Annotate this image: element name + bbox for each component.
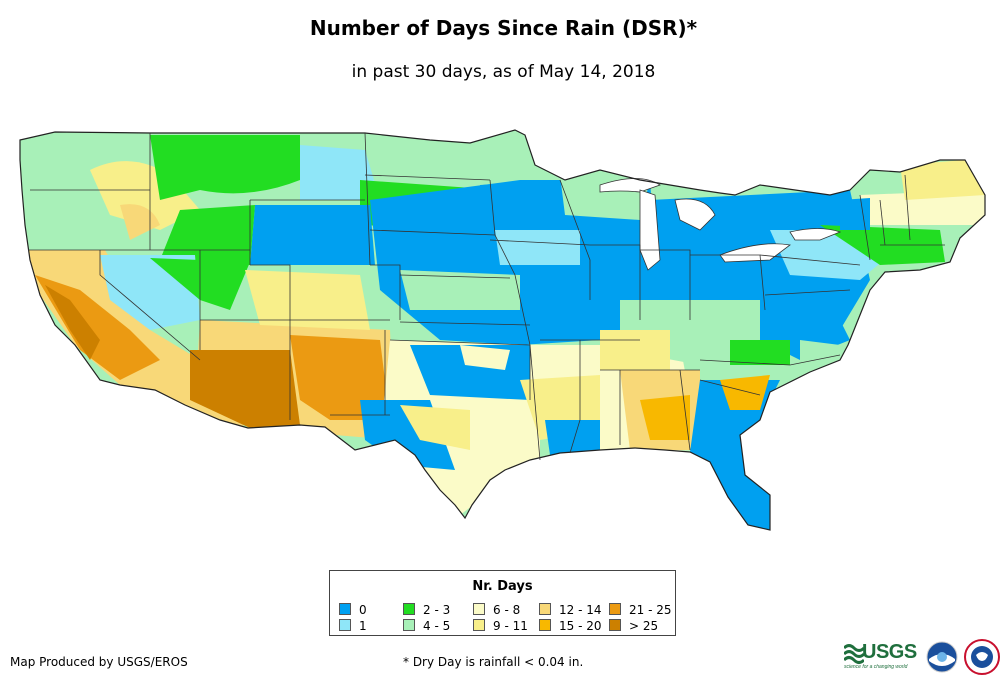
legend-swatch	[609, 603, 621, 615]
noaa-logo-icon	[926, 641, 958, 673]
legend-item: 4 - 5	[403, 619, 450, 633]
usgs-wave-icon	[844, 644, 864, 664]
legend-item: 6 - 8	[473, 603, 520, 617]
legend-label: 6 - 8	[493, 603, 521, 617]
legend-swatch	[539, 603, 551, 615]
legend-label: > 25	[629, 619, 659, 633]
legend-item: > 25	[609, 619, 658, 633]
map-subtitle: in past 30 days, as of May 14, 2018	[351, 62, 656, 82]
legend-item: 2 - 3	[403, 603, 450, 617]
legend-swatch	[403, 619, 415, 631]
legend-item: 15 - 20	[539, 619, 602, 633]
legend-item: 1	[339, 619, 367, 633]
legend-item: 12 - 14	[539, 603, 602, 617]
state-boundaries	[28, 132, 945, 461]
legend-label: 15 - 20	[559, 619, 602, 633]
usgs-tagline: science for a changing world	[844, 664, 908, 670]
legend-item: 21 - 25	[609, 603, 672, 617]
legend-swatch	[339, 619, 351, 631]
legend-label: 2 - 3	[423, 603, 451, 617]
map-title: Number of Days Since Rain (DSR)*	[309, 16, 698, 40]
agency-logos: USGS science for a changing world	[842, 637, 1002, 677]
legend-label: 1	[359, 619, 367, 633]
legend-label: 21 - 25	[629, 603, 672, 617]
usgs-logo-text: USGS	[862, 641, 917, 663]
legend-swatch	[609, 619, 621, 631]
dry-day-note: * Dry Day is rainfall < 0.04 in.	[403, 655, 584, 669]
legend-label: 0	[359, 603, 367, 617]
legend-item: 9 - 11	[473, 619, 528, 633]
legend-label: 4 - 5	[423, 619, 451, 633]
us-outline	[19, 129, 986, 531]
nws-logo-icon	[964, 639, 1000, 675]
legend-label: 12 - 14	[559, 603, 602, 617]
legend-swatch	[539, 619, 551, 631]
legend-label: 9 - 11	[493, 619, 528, 633]
legend-item: 0	[339, 603, 367, 617]
legend-swatch	[339, 603, 351, 615]
produced-by-text: Map Produced by USGS/EROS	[10, 655, 188, 669]
map-legend: Nr. Days 0 1 2 - 3 4 - 5 6 - 8 9 - 11 12 - 14 1…	[329, 570, 676, 636]
legend-title: Nr. Days	[472, 579, 533, 594]
legend-swatch	[403, 603, 415, 615]
legend-swatch	[473, 603, 485, 615]
legend-swatch	[473, 619, 485, 631]
